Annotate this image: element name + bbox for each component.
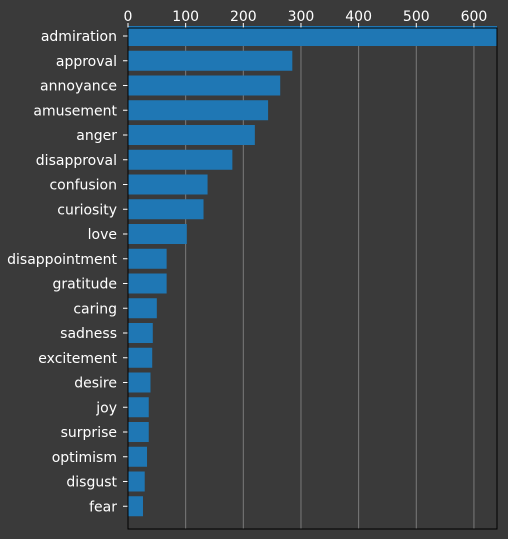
x-tick-label-300: 300 <box>288 9 315 25</box>
x-tick-label-200: 200 <box>230 9 257 25</box>
bar-optimism <box>128 446 148 467</box>
y-tick-label-approval: approval <box>56 54 117 70</box>
bar-caring <box>128 298 157 319</box>
bar-disgust <box>128 471 145 492</box>
bar-curiosity <box>128 199 204 220</box>
y-tick-label-curiosity: curiosity <box>57 202 117 218</box>
bar-joy <box>128 397 149 418</box>
y-tick-label-fear: fear <box>89 499 117 515</box>
bar-disapproval <box>128 149 233 170</box>
y-tick-label-anger: anger <box>76 128 117 144</box>
y-tick-label-love: love <box>88 227 117 243</box>
y-tick-label-excitement: excitement <box>38 351 117 367</box>
bar-confusion <box>128 174 208 195</box>
bar-sadness <box>128 323 153 343</box>
x-axis-ticks: 0 100 200 300 400 500 600 <box>124 9 488 28</box>
y-tick-label-sadness: sadness <box>60 326 117 342</box>
y-tick-label-confusion: confusion <box>49 178 117 194</box>
x-tick-label-600: 600 <box>461 9 488 25</box>
y-tick-label-surprise: surprise <box>61 425 117 441</box>
y-tick-label-gratitude: gratitude <box>53 277 117 293</box>
y-tick-label-caring: caring <box>73 301 117 317</box>
x-tick-label-400: 400 <box>345 9 372 25</box>
x-tick-label-500: 500 <box>403 9 430 25</box>
bar-anger <box>128 125 255 145</box>
y-tick-label-admiration: admiration <box>41 29 117 45</box>
bar-amusement <box>128 100 269 121</box>
bar-annoyance <box>128 75 281 96</box>
y-tick-label-annoyance: annoyance <box>40 79 117 95</box>
bar-approval <box>128 50 293 71</box>
y-tick-label-desire: desire <box>74 376 117 392</box>
y-tick-label-joy: joy <box>95 400 117 416</box>
y-tick-label-amusement: amusement <box>33 103 117 119</box>
bar-surprise <box>128 422 149 442</box>
bar-love <box>128 224 187 244</box>
bar-excitement <box>128 347 153 368</box>
bar-gratitude <box>128 273 167 294</box>
y-axis-ticks: admiration approval annoyance amusement ange… <box>7 29 128 515</box>
bar-desire <box>128 372 151 393</box>
bar-admiration <box>128 26 497 46</box>
y-tick-label-optimism: optimism <box>52 450 117 466</box>
y-tick-label-disgust: disgust <box>66 475 117 491</box>
y-tick-label-disapproval: disapproval <box>36 153 117 169</box>
plot-frame <box>127 27 498 530</box>
bar-fear <box>128 496 143 517</box>
x-tick-label-100: 100 <box>172 9 199 25</box>
bars <box>128 26 497 517</box>
x-tick-label-0: 0 <box>124 9 133 25</box>
y-tick-label-disappointment: disappointment <box>7 252 117 268</box>
bar-disappointment <box>128 248 167 269</box>
